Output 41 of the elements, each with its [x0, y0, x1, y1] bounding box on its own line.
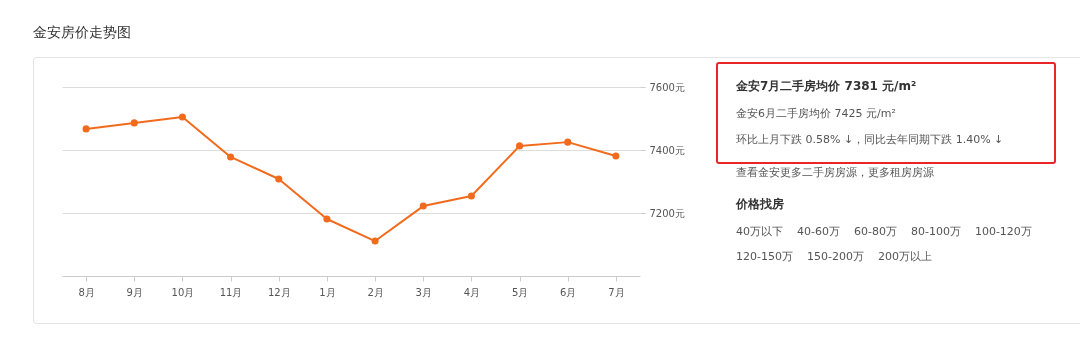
text: 200万以上: [877, 249, 932, 264]
text: 金安7月二手房均价 7381 元/m²: [736, 78, 918, 95]
x-tick-label: 5月: [511, 286, 529, 298]
point: [467, 192, 475, 200]
point: [612, 152, 620, 160]
point: [178, 113, 186, 121]
x-tick-label: 12月: [267, 286, 291, 298]
point: [371, 237, 379, 245]
y-tick-label: 7200元: [649, 207, 685, 219]
text: 150-200万: [806, 249, 864, 264]
x-tick-label: 1月: [319, 286, 336, 298]
y-tick-label: 7400元: [649, 144, 685, 156]
point: [130, 119, 138, 127]
text: 环比上月下跌 0.58% ↓，同比去年同期下跌 1.40% ↓: [736, 132, 1005, 147]
point: [275, 175, 283, 183]
x-tick-label: 10月: [171, 286, 195, 298]
text: 查看金安更多二手房房源，更多租房房源: [736, 165, 935, 180]
point: [564, 138, 572, 146]
text: 120-150万: [736, 249, 793, 264]
text: 40-60万: [797, 224, 840, 239]
point: [419, 202, 427, 210]
x-tick-label: 6月: [560, 286, 577, 298]
chart-title: 金安房价走势图: [33, 24, 131, 42]
x-tick-label: 8月: [78, 286, 95, 298]
point: [82, 125, 90, 133]
y-tick-label: 7600元: [649, 81, 685, 93]
x-tick-label: 2月: [367, 286, 384, 298]
text: 80-100万: [910, 224, 961, 239]
point: [323, 215, 331, 223]
x-tick-label: 7月: [608, 286, 625, 298]
point: [516, 142, 524, 150]
text: 价格找房: [736, 196, 785, 213]
point: [227, 153, 235, 161]
x-tick-label: 9月: [126, 286, 143, 298]
x-tick-label: 4月: [463, 286, 481, 298]
x-tick-label: 11月: [219, 286, 243, 298]
text: 60-80万: [853, 224, 897, 239]
text: 金安6月二手房均价 7425 元/m²: [736, 106, 897, 121]
text: 40万以下: [736, 224, 783, 239]
text: 100-120万: [974, 224, 1032, 239]
x-tick-label: 3月: [415, 286, 432, 298]
